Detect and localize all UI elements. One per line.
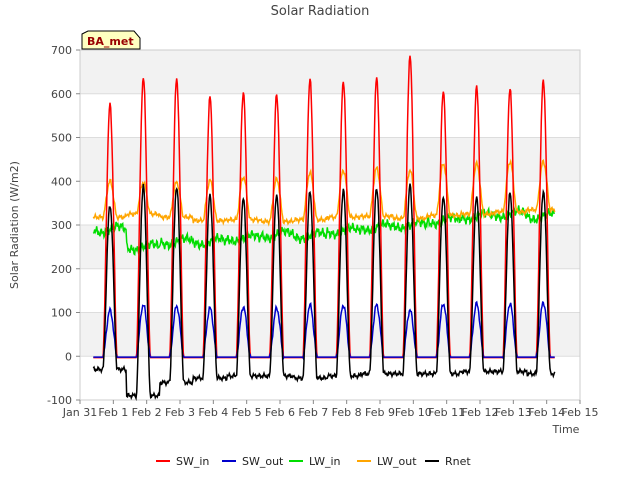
x-tick-label: Feb 2 bbox=[132, 406, 162, 419]
grid-band bbox=[80, 50, 580, 94]
x-tick-label: Feb 6 bbox=[265, 406, 295, 419]
site-badge-shape bbox=[81, 30, 141, 50]
legend: SW_in SW_out LW_in LW_out Rnet bbox=[156, 455, 471, 468]
site-badge-label: BA_met bbox=[87, 35, 134, 48]
x-tick-label: Feb 1 bbox=[98, 406, 128, 419]
y-tick-label: 300 bbox=[51, 219, 72, 232]
x-tick-label: Feb 15 bbox=[562, 406, 599, 419]
series-lines bbox=[92, 55, 556, 402]
series-line-LW_out bbox=[92, 158, 556, 227]
x-tick-label: Feb 12 bbox=[462, 406, 499, 419]
grid-band bbox=[80, 356, 580, 400]
chart-title: Solar Radiation bbox=[271, 4, 370, 19]
legend-label: LW_out bbox=[377, 455, 417, 468]
y-tick-label: -100 bbox=[47, 394, 72, 407]
legend-label: SW_in bbox=[176, 455, 209, 468]
x-tick-label: Feb 3 bbox=[165, 406, 195, 419]
y-tick-label: 200 bbox=[51, 263, 72, 276]
x-axis-ticks: Jan 31 Feb 1 Feb 2 Feb 3 Feb 4 Feb 5 Feb 6 Feb … bbox=[62, 400, 599, 419]
y-tick-label: 500 bbox=[51, 132, 72, 145]
x-tick-label: Feb 9 bbox=[365, 406, 395, 419]
legend-label: LW_in bbox=[309, 455, 341, 468]
series-line-SW_out bbox=[93, 300, 555, 362]
x-tick-label: Feb 8 bbox=[332, 406, 362, 419]
grid-bands bbox=[80, 50, 580, 401]
x-tick-label: Feb 4 bbox=[198, 406, 228, 419]
y-tick-label: 700 bbox=[51, 44, 72, 57]
x-tick-label: Feb 14 bbox=[528, 406, 565, 419]
legend-label: SW_out bbox=[242, 455, 284, 468]
y-axis-label: Solar Radiation (W/m2) bbox=[8, 161, 21, 289]
x-axis-label: Time bbox=[552, 423, 580, 436]
grid-band bbox=[80, 93, 580, 138]
y-tick-label: 600 bbox=[51, 88, 72, 101]
y-axis-ticks: -100 0 100 200 300 400 500 600 700 bbox=[47, 44, 80, 407]
x-tick-label: Feb 5 bbox=[232, 406, 262, 419]
grid-band bbox=[80, 268, 580, 313]
series-line-Rnet bbox=[92, 183, 556, 402]
grid-band bbox=[80, 312, 580, 357]
y-tick-label: 0 bbox=[65, 350, 72, 363]
site-badge: BA_met bbox=[81, 30, 141, 50]
x-tick-label: Feb 10 bbox=[395, 406, 432, 419]
y-tick-label: 100 bbox=[51, 307, 72, 320]
x-tick-label: Feb 11 bbox=[428, 406, 465, 419]
grid-band bbox=[80, 137, 580, 182]
x-tick-label: Jan 31 bbox=[62, 406, 97, 419]
legend-label: Rnet bbox=[445, 455, 471, 468]
x-tick-label: Feb 7 bbox=[298, 406, 328, 419]
y-tick-label: 400 bbox=[51, 175, 72, 188]
x-tick-label: Feb 13 bbox=[495, 406, 532, 419]
